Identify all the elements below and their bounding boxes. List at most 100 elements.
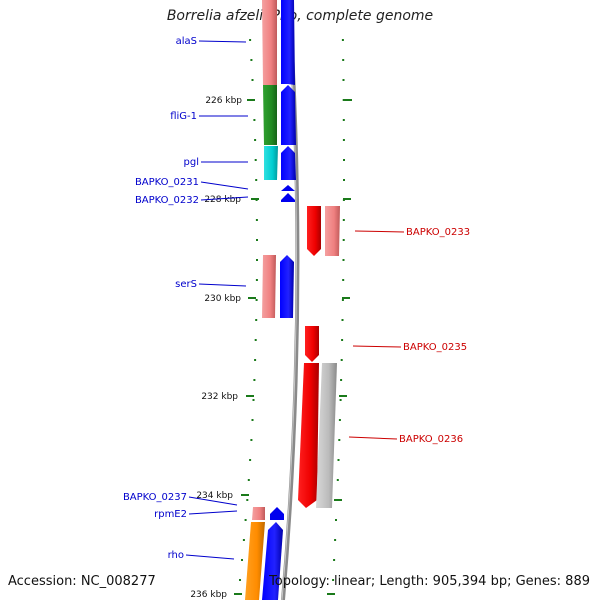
guide-dot: [341, 339, 344, 341]
cog-track-right: [316, 206, 340, 508]
cog-block-bapko0236: [316, 363, 337, 508]
guide-dot: [241, 559, 243, 561]
gene-label-bapko0231[interactable]: BAPKO_0231: [135, 177, 199, 188]
guide-dot: [342, 139, 345, 141]
guide-dot: [334, 539, 337, 541]
gene-label-bapko0235[interactable]: BAPKO_0235: [403, 342, 467, 353]
guide-dot: [337, 459, 340, 461]
label-line-rho: [185, 554, 235, 560]
guide-dot: [254, 139, 257, 141]
guide-dot: [341, 319, 344, 321]
forward-cds-track: [262, 0, 296, 600]
guide-dot: [342, 59, 345, 61]
guide-dot: [253, 119, 256, 121]
cog-block-alas: [262, 0, 277, 85]
left-label-lines: [185, 40, 249, 560]
tick-label: 234 kbp: [196, 491, 233, 501]
label-line-bapko0237: [188, 496, 238, 506]
guide-dot: [250, 59, 253, 61]
guide-dot: [254, 359, 257, 361]
cds-bapko0232[interactable]: [281, 193, 295, 202]
cds-bapko0231[interactable]: [281, 185, 295, 191]
guide-dot: [332, 579, 335, 581]
label-line-bapko0233: [354, 230, 405, 233]
genome-summary: Topology: linear; Length: 905,394 bp; Ge…: [269, 574, 590, 589]
guide-dot: [256, 259, 258, 261]
gene-label-bapko0237[interactable]: BAPKO_0237: [123, 492, 187, 503]
accession-label: Accession: NC_008277: [8, 574, 156, 589]
guide-dot: [343, 159, 345, 161]
guide-dot: [340, 379, 343, 381]
guide-dot: [338, 419, 341, 421]
guide-dot: [254, 339, 257, 341]
gene-label-flig[interactable]: fliG-1: [170, 111, 197, 122]
label-line-bapko0232: [200, 196, 249, 201]
label-line-alas: [198, 40, 247, 43]
guide-dot: [342, 239, 345, 241]
cog-block-bapko0237: [252, 507, 265, 520]
gene-label-pgl[interactable]: pgl: [184, 157, 199, 168]
gene-label-sers[interactable]: serS: [175, 279, 197, 290]
guide-dot: [341, 39, 344, 41]
cds-bapko0233[interactable]: [307, 206, 321, 256]
tick-label: 232 kbp: [201, 392, 238, 402]
guide-dot: [338, 439, 341, 441]
left-gene-labels: alaS fliG-1 pgl BAPKO_0231 BAPKO_0232 se…: [123, 36, 199, 561]
label-line-sers: [198, 283, 247, 287]
gene-label-alas[interactable]: alaS: [176, 36, 197, 47]
guide-dot: [252, 399, 255, 401]
gene-label-rpme2[interactable]: rpmE2: [154, 509, 187, 520]
guide-dot: [342, 279, 345, 281]
cog-block-pgl: [264, 146, 278, 180]
guide-dot: [342, 219, 345, 221]
guide-dot: [255, 179, 258, 181]
guide-dot: [255, 299, 258, 301]
guide-dot: [336, 479, 339, 481]
guide-dot: [242, 539, 245, 541]
tick-label: 236 kbp: [190, 590, 227, 600]
cog-block-flig: [263, 85, 277, 145]
reverse-cds-track: [298, 206, 321, 508]
cds-pgl[interactable]: [281, 146, 296, 180]
guide-dot: [255, 279, 258, 281]
gene-label-bapko0233[interactable]: BAPKO_0233: [406, 227, 470, 238]
guide-dot: [255, 319, 258, 321]
gene-label-bapko0232[interactable]: BAPKO_0232: [135, 195, 199, 206]
tick-marks: [234, 99, 352, 595]
gene-label-rho[interactable]: rho: [168, 550, 184, 561]
right-gene-labels: BAPKO_0233 BAPKO_0235 BAPKO_0236: [399, 227, 470, 445]
guide-dot: [342, 79, 345, 81]
tick-label: 228 kbp: [204, 195, 241, 205]
cds-bapko0235[interactable]: [305, 326, 319, 362]
tick-label: 226 kbp: [205, 96, 242, 106]
guide-dot: [340, 359, 343, 361]
cds-rho[interactable]: [262, 522, 283, 600]
label-line-bapko0235: [352, 345, 402, 348]
cds-alas[interactable]: [281, 0, 295, 85]
cds-bapko0236[interactable]: [298, 363, 319, 508]
guide-dot: [239, 579, 241, 581]
guide-dot: [244, 519, 247, 521]
guide-dot: [333, 559, 336, 561]
right-label-lines: [348, 230, 405, 440]
guide-dot: [335, 519, 337, 521]
cog-track-left: [245, 0, 278, 600]
guide-dot: [256, 239, 258, 241]
guide-dot: [253, 379, 256, 381]
cds-rpme2[interactable]: [270, 507, 284, 520]
cog-block-bapko0233: [325, 206, 340, 256]
guide-dot: [343, 179, 345, 181]
guide-dot: [342, 259, 345, 261]
guide-dot: [246, 499, 249, 501]
guide-dot: [251, 419, 254, 421]
guide-dot: [342, 119, 345, 121]
map-title: Borrelia afzelii PKo, complete genome: [166, 8, 434, 24]
guide-dot: [249, 39, 252, 41]
gene-label-bapko0236[interactable]: BAPKO_0236: [399, 434, 463, 445]
cds-sers[interactable]: [280, 255, 294, 318]
cds-flig[interactable]: [281, 85, 296, 145]
label-line-bapko0236: [348, 436, 398, 440]
guide-dot: [339, 399, 342, 401]
